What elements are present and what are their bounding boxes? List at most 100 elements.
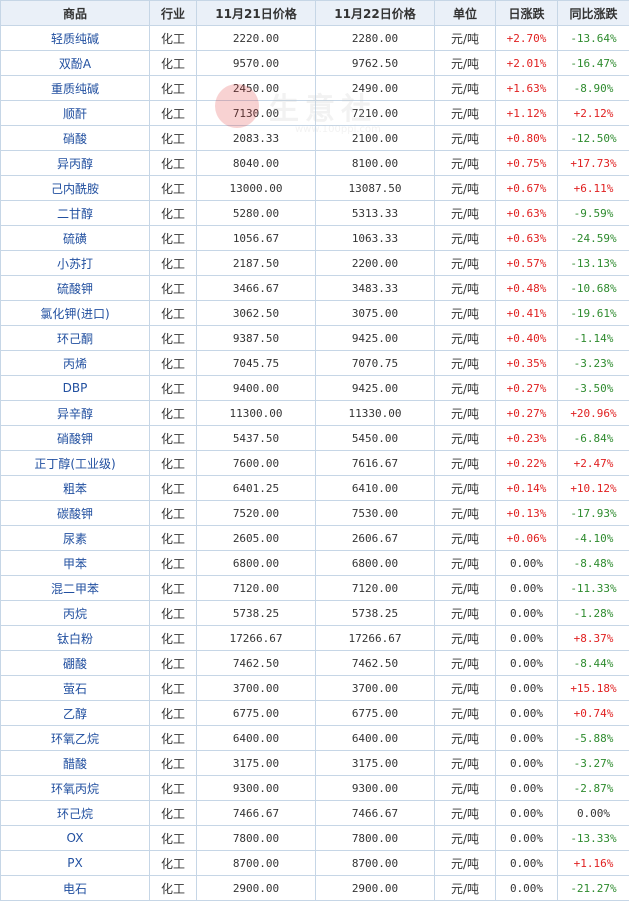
product-name-link[interactable]: 硼酸 <box>0 650 150 676</box>
table-row: 钛白粉 化工 17266.67 17266.67 元/吨 0.00% +8.37% <box>0 625 629 651</box>
price-nov22-cell: 8700.00 <box>315 850 435 876</box>
unit-cell: 元/吨 <box>434 325 496 351</box>
yoy-change-cell: -21.27% <box>557 875 629 901</box>
product-name-link[interactable]: 丙烷 <box>0 600 150 626</box>
table-row: 乙醇 化工 6775.00 6775.00 元/吨 0.00% +0.74% <box>0 700 629 726</box>
product-name-link[interactable]: 甲苯 <box>0 550 150 576</box>
header-price-nov22: 11月22日价格 <box>315 0 435 26</box>
price-nov21-cell: 8700.00 <box>196 850 316 876</box>
product-name-link[interactable]: 丙烯 <box>0 350 150 376</box>
industry-cell: 化工 <box>149 450 197 476</box>
daily-change-cell: +0.75% <box>495 150 558 176</box>
industry-cell: 化工 <box>149 250 197 276</box>
table-row: 环氧丙烷 化工 9300.00 9300.00 元/吨 0.00% -2.87% <box>0 775 629 801</box>
table-body: 轻质纯碱 化工 2220.00 2280.00 元/吨 +2.70% -13.64% 双酚A 化… <box>0 25 629 901</box>
product-name-link[interactable]: 环己烷 <box>0 800 150 826</box>
unit-cell: 元/吨 <box>434 650 496 676</box>
product-name-link[interactable]: OX <box>0 825 150 851</box>
unit-cell: 元/吨 <box>434 250 496 276</box>
price-nov21-cell: 17266.67 <box>196 625 316 651</box>
yoy-change-cell: -9.59% <box>557 200 629 226</box>
product-name-link[interactable]: 硫酸钾 <box>0 275 150 301</box>
yoy-change-cell: -5.88% <box>557 725 629 751</box>
daily-change-cell: +0.80% <box>495 125 558 151</box>
industry-cell: 化工 <box>149 375 197 401</box>
price-nov21-cell: 2083.33 <box>196 125 316 151</box>
unit-cell: 元/吨 <box>434 125 496 151</box>
yoy-change-cell: -12.50% <box>557 125 629 151</box>
price-nov21-cell: 13000.00 <box>196 175 316 201</box>
product-name-link[interactable]: 粗苯 <box>0 475 150 501</box>
price-nov22-cell: 9425.00 <box>315 375 435 401</box>
table-row: 环己酮 化工 9387.50 9425.00 元/吨 +0.40% -1.14% <box>0 325 629 351</box>
product-name-link[interactable]: 氯化钾(进口) <box>0 300 150 326</box>
unit-cell: 元/吨 <box>434 400 496 426</box>
industry-cell: 化工 <box>149 800 197 826</box>
yoy-change-cell: -8.90% <box>557 75 629 101</box>
price-nov21-cell: 9570.00 <box>196 50 316 76</box>
daily-change-cell: +0.41% <box>495 300 558 326</box>
product-name-link[interactable]: 异辛醇 <box>0 400 150 426</box>
daily-change-cell: +0.57% <box>495 250 558 276</box>
daily-change-cell: +0.63% <box>495 225 558 251</box>
product-name-link[interactable]: 萤石 <box>0 675 150 701</box>
product-name-link[interactable]: 乙醇 <box>0 700 150 726</box>
daily-change-cell: +2.01% <box>495 50 558 76</box>
table-row: 尿素 化工 2605.00 2606.67 元/吨 +0.06% -4.10% <box>0 525 629 551</box>
industry-cell: 化工 <box>149 25 197 51</box>
product-name-link[interactable]: 尿素 <box>0 525 150 551</box>
product-name-link[interactable]: 钛白粉 <box>0 625 150 651</box>
price-nov21-cell: 5437.50 <box>196 425 316 451</box>
table-row: 轻质纯碱 化工 2220.00 2280.00 元/吨 +2.70% -13.64% <box>0 25 629 51</box>
unit-cell: 元/吨 <box>434 450 496 476</box>
product-name-link[interactable]: 小苏打 <box>0 250 150 276</box>
table-row: 硫酸钾 化工 3466.67 3483.33 元/吨 +0.48% -10.68% <box>0 275 629 301</box>
unit-cell: 元/吨 <box>434 675 496 701</box>
table-row: 醋酸 化工 3175.00 3175.00 元/吨 0.00% -3.27% <box>0 750 629 776</box>
price-nov22-cell: 2490.00 <box>315 75 435 101</box>
price-nov21-cell: 7520.00 <box>196 500 316 526</box>
product-name-link[interactable]: 己内酰胺 <box>0 175 150 201</box>
yoy-change-cell: -3.23% <box>557 350 629 376</box>
product-name-link[interactable]: 轻质纯碱 <box>0 25 150 51</box>
unit-cell: 元/吨 <box>434 575 496 601</box>
product-name-link[interactable]: 异丙醇 <box>0 150 150 176</box>
product-name-link[interactable]: 硝酸 <box>0 125 150 151</box>
product-name-link[interactable]: 硝酸钾 <box>0 425 150 451</box>
product-name-link[interactable]: 重质纯碱 <box>0 75 150 101</box>
product-name-link[interactable]: 醋酸 <box>0 750 150 776</box>
header-price-nov21: 11月21日价格 <box>196 0 316 26</box>
product-name-link[interactable]: 正丁醇(工业级) <box>0 450 150 476</box>
daily-change-cell: +0.63% <box>495 200 558 226</box>
yoy-change-cell: -13.33% <box>557 825 629 851</box>
product-name-link[interactable]: 环氧丙烷 <box>0 775 150 801</box>
product-name-link[interactable]: 硫磺 <box>0 225 150 251</box>
product-name-link[interactable]: 环己酮 <box>0 325 150 351</box>
industry-cell: 化工 <box>149 650 197 676</box>
product-name-link[interactable]: 混二甲苯 <box>0 575 150 601</box>
unit-cell: 元/吨 <box>434 425 496 451</box>
product-name-link[interactable]: 顺酐 <box>0 100 150 126</box>
price-nov22-cell: 7530.00 <box>315 500 435 526</box>
price-nov21-cell: 3466.67 <box>196 275 316 301</box>
header-daily-change: 日涨跌 <box>495 0 558 26</box>
product-name-link[interactable]: DBP <box>0 375 150 401</box>
table-row: 氯化钾(进口) 化工 3062.50 3075.00 元/吨 +0.41% -19.61% <box>0 300 629 326</box>
daily-change-cell: +0.35% <box>495 350 558 376</box>
product-name-link[interactable]: 环氧乙烷 <box>0 725 150 751</box>
price-nov21-cell: 9400.00 <box>196 375 316 401</box>
product-name-link[interactable]: 碳酸钾 <box>0 500 150 526</box>
product-name-link[interactable]: 二甘醇 <box>0 200 150 226</box>
price-nov21-cell: 3062.50 <box>196 300 316 326</box>
price-nov21-cell: 5280.00 <box>196 200 316 226</box>
yoy-change-cell: +6.11% <box>557 175 629 201</box>
product-name-link[interactable]: PX <box>0 850 150 876</box>
price-nov22-cell: 5313.33 <box>315 200 435 226</box>
price-nov22-cell: 2280.00 <box>315 25 435 51</box>
industry-cell: 化工 <box>149 300 197 326</box>
product-name-link[interactable]: 双酚A <box>0 50 150 76</box>
product-name-link[interactable]: 电石 <box>0 875 150 901</box>
yoy-change-cell: -13.64% <box>557 25 629 51</box>
industry-cell: 化工 <box>149 475 197 501</box>
